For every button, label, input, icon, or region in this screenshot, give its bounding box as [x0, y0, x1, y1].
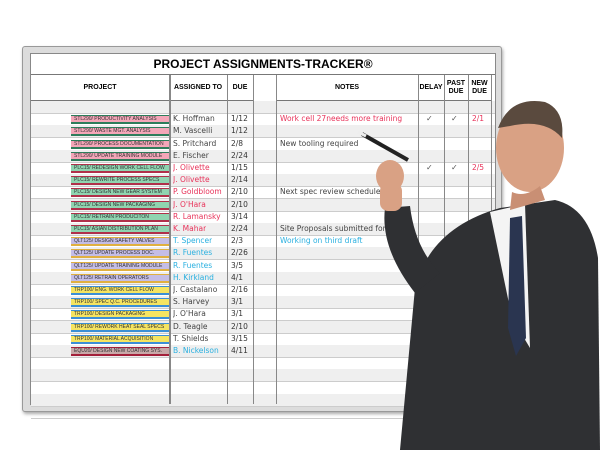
due-date: 3/1 — [231, 297, 244, 307]
col-assigned: ASSIGNED TO — [169, 75, 227, 101]
project-label: QLT125/ DESIGN SAFETY VALVES — [71, 237, 170, 247]
assigned-to: T. Shields — [173, 333, 209, 343]
past-due-check: ✓ — [451, 114, 458, 124]
due-date: 3/5 — [231, 260, 244, 270]
due-date: 1/15 — [231, 163, 248, 172]
note: Next spec review scheduled — [280, 187, 386, 197]
due-date: 2/10 — [231, 187, 248, 197]
assigned-to: E. Fischer — [173, 150, 209, 160]
assigned-to: S. Pritchard — [173, 138, 217, 148]
due-date: 3/15 — [231, 333, 248, 343]
project-label: PLC15/ ASIAN DISTRIBUTION PLAN — [71, 225, 170, 234]
due-date: 1/12 — [231, 126, 248, 136]
due-date: 2/24 — [231, 150, 248, 160]
table-row: STL290/ UPDATE TRAINING MODULE E. Fische… — [31, 149, 495, 163]
blank-row — [31, 369, 495, 383]
assigned-to: R. Fuentes — [173, 260, 213, 270]
due-date: 2/3 — [231, 236, 244, 246]
due-date: 2/26 — [231, 248, 248, 258]
project-label: TRP100/ MATERIAL ACQUISITION — [71, 334, 170, 344]
due-date: 2/14 — [231, 175, 248, 185]
assigned-to: R. Lamansky — [173, 211, 221, 221]
project-label: PLC15/ REDESIGN WORK CELL FLOW — [71, 164, 170, 173]
note: Working on third draft — [280, 236, 363, 246]
blank-row — [31, 406, 495, 419]
due-date: 4/11 — [231, 346, 248, 355]
assigned-to: J. O'Hara — [173, 309, 206, 319]
assigned-to: J. O'Hara — [173, 199, 206, 209]
assigned-to: R. Fuentes — [173, 248, 213, 258]
assigned-to: B. Nickelson — [173, 346, 219, 355]
blank-row — [31, 101, 495, 114]
project-label: QLT125/ UPDATE TRAINING MODULE — [71, 261, 170, 271]
tracker-grid: PROJECT ASSIGNMENTS-TRACKER® PROJECT ASS… — [30, 53, 496, 419]
table-row: STL290/ WASTE MGT. ANALYSIS M. Vascelli … — [31, 125, 495, 139]
project-label: STL290/ WASTE MGT. ANALYSIS — [71, 127, 170, 137]
due-date: 2/24 — [231, 224, 248, 233]
table-row: PLC15/ DESIGN NEW PACKAGING J. O'Hara 2/… — [31, 198, 495, 212]
presenter-man — [357, 101, 600, 450]
project-label: QLT125/ RETRAIN OPERATORS — [71, 273, 170, 283]
delay-check: ✓ — [426, 163, 433, 172]
project-label: PLC15/ DESIGN NEW GEAR SYSTEM — [71, 188, 170, 198]
past-due-check: ✓ — [451, 163, 458, 172]
project-label: QLT125/ UPDATE PROCESS DOC. — [71, 249, 170, 259]
project-label: EQU20/ DESIGN NEW COATING SYS. — [71, 347, 170, 356]
table-row: TRP100/ REWORK HEAT SEAL SPECS D. Teagle… — [31, 320, 495, 334]
whiteboard: PROJECT ASSIGNMENTS-TRACKER® PROJECT ASS… — [22, 46, 502, 419]
project-label: TRP100/ REWORK HEAT SEAL SPECS — [71, 322, 170, 332]
project-label: STL290/ PROCESS DOCUMENTATION — [71, 139, 170, 149]
due-date: 1/12 — [231, 114, 248, 124]
assigned-to: T. Spencer — [173, 236, 213, 246]
table-row: QLT125/ UPDATE PROCESS DOC. R. Fuentes 2… — [31, 247, 495, 261]
col-new-due: NEW DUE — [468, 75, 491, 101]
assigned-to: H. Kirkland — [173, 272, 214, 282]
due-date: 3/1 — [231, 309, 244, 319]
board-title: PROJECT ASSIGNMENTS-TRACKER® — [31, 54, 495, 75]
project-label: STL290/ PRODUCTIVITY ANALYSIS — [71, 115, 170, 125]
delay-check: ✓ — [426, 114, 433, 124]
due-date: 3/14 — [231, 211, 248, 221]
due-date: 2/10 — [231, 321, 248, 331]
due-date: 2/8 — [231, 138, 244, 148]
table-row: QLT125/ RETRAIN OPERATORS H. Kirkland 4/… — [31, 271, 495, 285]
table-row: TRP100/ SPEC Q.C. PROCEDURES S. Harvey 3… — [31, 296, 495, 310]
assigned-to: D. Teagle — [173, 321, 208, 331]
note: Work cell 27needs more training — [280, 114, 403, 124]
new-due: 2/1 — [472, 114, 485, 124]
col-project: PROJECT — [31, 75, 169, 101]
project-label: PLC15/ REWRITE PROCESS SPECS — [71, 176, 170, 186]
project-label: STL290/ UPDATE TRAINING MODULE — [71, 151, 170, 161]
col-delay: DELAY — [418, 75, 444, 101]
project-label: TRP100/ SPEC Q.C. PROCEDURES — [71, 298, 170, 308]
new-due: 2/5 — [472, 163, 485, 172]
assigned-to: K. Mahar — [173, 224, 207, 233]
project-label: PLC15/ DESIGN NEW PACKAGING — [71, 200, 170, 210]
assigned-to: S. Harvey — [173, 297, 210, 307]
note: Site Proposals submitted for — [280, 224, 386, 233]
due-date: 2/16 — [231, 285, 248, 294]
project-label: TRP100/ ENG. WORK CELL FLOW — [71, 286, 170, 295]
due-date: 4/1 — [231, 272, 244, 282]
assigned-to: J. Castalano — [173, 285, 218, 294]
col-due: DUE — [227, 75, 253, 101]
assigned-to: K. Hoffman — [173, 114, 215, 124]
col-notes: NOTES — [276, 75, 418, 101]
assigned-to: J. Olivette — [173, 175, 210, 185]
assigned-to: J. Olivette — [173, 163, 210, 172]
project-label: TRP100/ DESIGN PACKAGING — [71, 310, 170, 320]
table-row: EQU20/ DESIGN NEW COATING SYS. B. Nickel… — [31, 345, 495, 358]
assigned-to: M. Vascelli — [173, 126, 213, 136]
due-date: 2/10 — [231, 199, 248, 209]
note: New tooling required — [280, 138, 359, 148]
col-past-due: PAST DUE — [444, 75, 468, 101]
table-row: PLC15/ ASIAN DISTRIBUTION PLAN K. Mahar … — [31, 223, 495, 236]
project-label: PLC15/ RETRAIN PRODUCITON — [71, 212, 170, 222]
assigned-to: P. Goldbloom — [173, 187, 222, 197]
blank-row — [31, 393, 495, 407]
